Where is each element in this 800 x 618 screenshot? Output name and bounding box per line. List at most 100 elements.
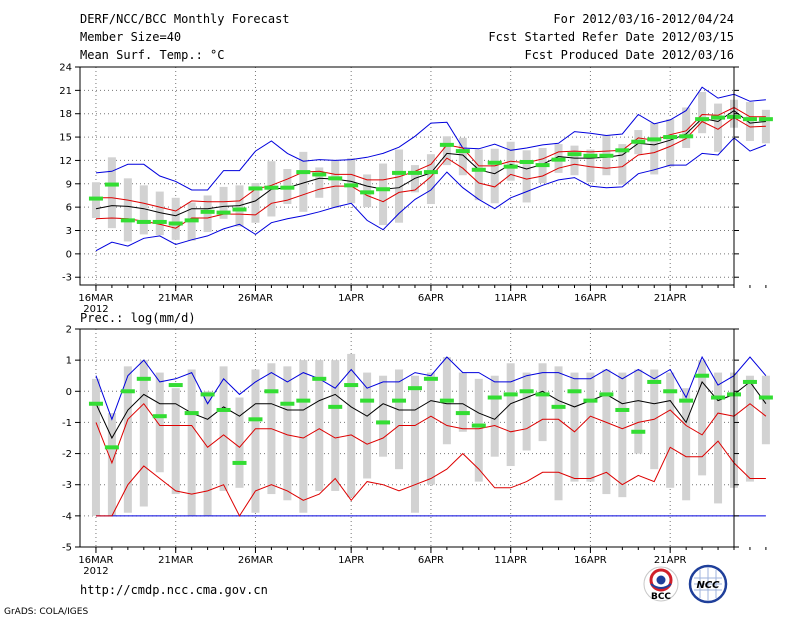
temp-xtick-label-0: 16MAR xyxy=(78,293,113,304)
precip-median-mark-10 xyxy=(232,460,247,465)
precip-ytick-label-5: 0 xyxy=(66,387,72,398)
precip-year-label: 2012 xyxy=(83,566,108,577)
temp-box-6 xyxy=(171,197,180,240)
temp-box-4 xyxy=(139,185,148,235)
precip-box-4 xyxy=(139,360,148,507)
ncc-logo: NCC xyxy=(688,564,728,604)
precip-xtick-label-4: 6APR xyxy=(418,555,444,566)
temp-box-36 xyxy=(650,123,659,175)
precip-box-15 xyxy=(315,360,324,491)
precip-box-43 xyxy=(761,375,770,445)
temperature-variable-label: Mean Surf. Temp.: °C xyxy=(80,48,225,62)
temp-box-5 xyxy=(155,191,164,236)
precip-p10-line xyxy=(96,440,766,517)
precip-median-mark-8 xyxy=(200,392,215,397)
temp-xtick-label-5: 11APR xyxy=(494,293,527,304)
temp-median-mark-13 xyxy=(280,185,295,190)
temp-median-mark-3 xyxy=(120,218,135,223)
precip-median-mark-30 xyxy=(551,404,566,409)
temp-median-mark-11 xyxy=(248,186,263,191)
precip-median-mark-19 xyxy=(376,420,391,425)
temp-box-42 xyxy=(745,102,754,141)
precip-median-mark-33 xyxy=(599,392,614,397)
precip-box-18 xyxy=(363,372,372,479)
precip-box-19 xyxy=(379,375,388,457)
temp-median-mark-17 xyxy=(344,183,359,188)
precip-box-26 xyxy=(490,375,499,457)
temp-median-mark-6 xyxy=(168,221,183,226)
precip-box-8 xyxy=(203,391,212,516)
precip-box-29 xyxy=(538,363,547,442)
svg-text:BCC: BCC xyxy=(651,592,671,602)
precip-median-mark-26 xyxy=(487,395,502,400)
precip-ytick-label-0: -5 xyxy=(62,543,72,554)
temp-median-mark-31 xyxy=(567,152,582,157)
precip-box-31 xyxy=(570,372,579,482)
precip-median-mark-31 xyxy=(567,389,582,394)
temp-median-mark-15 xyxy=(312,172,327,177)
temp-min-line xyxy=(95,86,766,191)
temp-median-mark-36 xyxy=(647,137,662,142)
precip-box-5 xyxy=(155,372,164,473)
temp-xtick-label-4: 6APR xyxy=(418,293,444,304)
temp-box-2 xyxy=(107,157,116,229)
precip-box-33 xyxy=(602,369,611,495)
temp-max-line xyxy=(95,137,767,252)
temp-median-mark-40 xyxy=(711,115,726,120)
precip-median-mark-4 xyxy=(136,376,151,381)
temp-median-mark-23 xyxy=(439,142,454,147)
temp-box-23 xyxy=(442,136,451,166)
precip-median-mark-3 xyxy=(120,389,135,394)
temp-median-mark-35 xyxy=(631,139,646,144)
precip-box-13 xyxy=(283,366,292,501)
precip-median-mark-18 xyxy=(360,398,375,403)
temp-median-mark-9 xyxy=(216,210,231,215)
precip-mean-line xyxy=(95,380,767,440)
temp-median-mark-42 xyxy=(742,117,757,122)
precip-median-mark-24 xyxy=(455,411,470,416)
temp-box-9 xyxy=(219,186,228,219)
temp-p90-line xyxy=(95,117,766,229)
precip-median-mark-12 xyxy=(264,389,279,394)
temp-median-mark-2 xyxy=(104,182,119,187)
precip-median-mark-17 xyxy=(344,383,359,388)
precip-xtick-label-5: 11APR xyxy=(494,555,527,566)
svg-text:NCC: NCC xyxy=(696,580,720,591)
temp-box-28 xyxy=(522,150,531,203)
temp-median-mark-32 xyxy=(583,153,598,158)
temp-median-mark-30 xyxy=(551,157,566,162)
temp-median-mark-19 xyxy=(376,187,391,192)
temp-xtick-label-6: 16APR xyxy=(574,293,607,304)
precip-median-mark-43 xyxy=(758,395,773,400)
precip-box-16 xyxy=(331,360,340,491)
precip-median-mark-16 xyxy=(328,404,343,409)
precip-ytick-label-2: -3 xyxy=(62,480,72,491)
temp-median-mark-33 xyxy=(599,153,614,158)
precip-median-mark-2 xyxy=(104,445,119,450)
precip-median-mark-11 xyxy=(248,417,263,422)
chart-title: DERF/NCC/BCC Monthly Forecast xyxy=(80,12,290,26)
precip-box-30 xyxy=(554,366,563,501)
precip-median-mark-29 xyxy=(535,392,550,397)
temp-xtick-label-3: 1APR xyxy=(338,293,364,304)
temp-box-24 xyxy=(458,137,467,176)
precip-box-28 xyxy=(522,372,531,451)
temp-year-label: 2012 xyxy=(83,304,108,315)
temp-median-mark-28 xyxy=(519,159,534,164)
precip-median-mark-23 xyxy=(439,398,454,403)
precip-median-mark-42 xyxy=(742,379,757,384)
precip-median-mark-9 xyxy=(216,407,231,412)
precip-median-mark-5 xyxy=(152,414,167,419)
precip-box-22 xyxy=(426,372,435,485)
temp-median-mark-12 xyxy=(264,185,279,190)
precip-box-42 xyxy=(745,375,754,482)
forecast-produced-date: Fcst Produced Date 2012/03/16 xyxy=(524,48,734,62)
precip-box-27 xyxy=(506,363,515,467)
temp-median-mark-7 xyxy=(184,218,199,223)
temp-median-mark-16 xyxy=(328,176,343,181)
precip-box-6 xyxy=(171,388,180,495)
temp-box-32 xyxy=(586,149,595,183)
temp-median-mark-18 xyxy=(360,190,375,195)
precip-box-35 xyxy=(634,369,643,454)
precip-xtick-label-3: 1APR xyxy=(338,555,364,566)
